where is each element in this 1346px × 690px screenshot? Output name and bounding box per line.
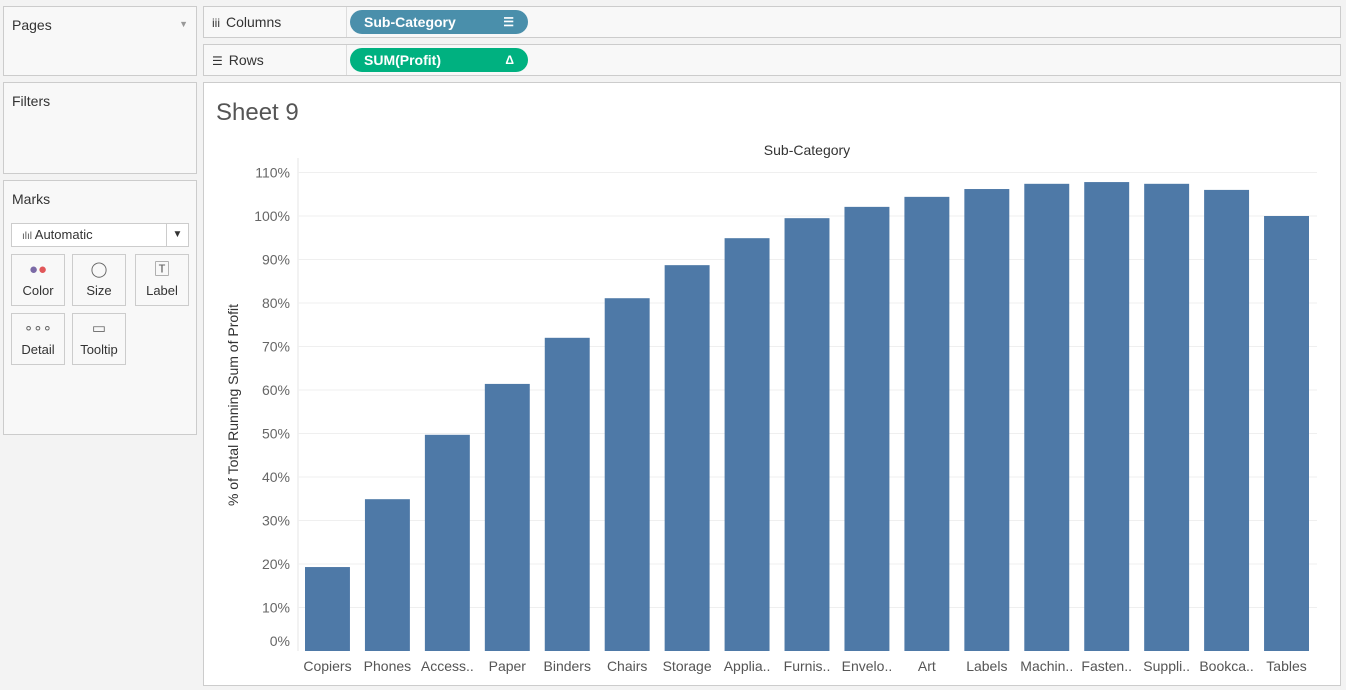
y-tick-label: 0% [270,633,290,649]
x-tick-label: Paper [489,658,527,674]
x-tick-label: Envelo.. [842,658,893,674]
x-tick-label: Chairs [607,658,647,674]
bar [544,337,590,651]
sort-icon: ☰ [503,15,514,29]
detail-label: Detail [21,342,55,357]
detail-icon: ∘∘∘ [23,320,53,337]
x-tick-label: Suppli.. [1143,658,1190,674]
y-tick-label: 70% [262,339,290,355]
y-tick-label: 30% [262,513,290,529]
sum-profit-pill[interactable]: SUM(Profit) Δ [350,48,528,72]
mark-type-dropdown[interactable]: ılıl Automatic ▼ [11,223,189,247]
x-tick-label: Art [918,658,936,674]
x-tick-label: Phones [364,658,411,674]
filters-card[interactable]: Filters [3,82,197,174]
mark-type-value: Automatic [34,227,93,242]
bar [1204,189,1250,651]
bar [724,238,770,651]
bar [484,383,530,651]
color-icon: ●● [28,261,48,278]
y-tick-label: 100% [254,208,290,224]
bar [1264,216,1309,651]
chevron-down-icon[interactable]: ▼ [179,19,188,29]
y-tick-label: 80% [262,295,290,311]
y-tick-label: 60% [262,382,290,398]
bar-chart: 0% 10% 20% 30% 40% 50% 60% 70% 80% 90% 100% 110% Sub… [225,142,1317,674]
x-tick-label: Access.. [421,658,474,674]
sheet-view: Sheet 9 0% 10% 20% 30% 40% 50% 60% 70% 80% 90% 100… [203,82,1341,686]
bar [1024,183,1070,651]
x-tick-label: Bookca.. [1199,658,1253,674]
table-calc-icon: Δ [505,53,514,67]
y-tick-label: 110% [255,165,290,181]
color-label: Color [22,283,54,298]
bar [424,434,470,651]
tooltip-label: Tooltip [80,342,118,357]
columns-shelf[interactable]: iii Columns Sub-Category ☰ [203,6,1341,38]
x-tick-label: Binders [544,658,591,674]
tooltip-button[interactable]: ▭ Tooltip [72,313,126,365]
detail-button[interactable]: ∘∘∘ Detail [11,313,65,365]
tooltip-icon: ▭ [91,320,107,337]
x-tick-label: Fasten.. [1081,658,1132,674]
bar [784,218,830,652]
marks-title: Marks [12,191,51,207]
x-tick-label: Labels [966,658,1007,674]
rows-label: ☰ Rows [204,45,347,75]
x-tick-label: Furnis.. [784,658,831,674]
marks-card: Marks ılıl Automatic ▼ ●● Color ◯ Size 🅃 Lab… [3,180,197,435]
rows-shelf[interactable]: ☰ Rows SUM(Profit) Δ [203,44,1341,76]
y-tick-label: 50% [262,426,290,442]
bar [604,298,650,651]
x-tick-label: Tables [1266,658,1306,674]
bar-chart-icon: ılıl [22,231,35,242]
pages-card: Pages ▼ [3,6,197,76]
bar [1144,183,1190,651]
bar [964,189,1010,651]
x-axis-title: Sub-Category [764,142,850,158]
label-label: Label [146,283,178,298]
bar [904,196,950,652]
filters-title: Filters [12,93,51,109]
label-button[interactable]: 🅃 Label [135,254,189,306]
y-tick-label: 20% [262,556,290,572]
bar [364,499,410,651]
bar [1084,182,1130,651]
bar [844,206,890,651]
columns-icon: iii [212,16,220,30]
columns-label: iii Columns [204,7,347,37]
rows-icon: ☰ [212,54,223,68]
label-icon: 🅃 [154,261,170,278]
y-axis-title: % of Total Running Sum of Profit [225,304,241,506]
size-icon: ◯ [90,261,108,278]
y-tick-label: 10% [262,600,290,616]
pill-text: Sub-Category [364,14,456,30]
pages-title: Pages [12,17,52,33]
color-button[interactable]: ●● Color [11,254,65,306]
size-button[interactable]: ◯ Size [72,254,126,306]
sheet-title: Sheet 9 [216,99,299,126]
pill-text: SUM(Profit) [364,52,441,68]
x-tick-label: Applia.. [724,658,771,674]
y-tick-label: 90% [262,252,290,268]
bar [305,567,350,651]
x-tick-label: Storage [663,658,712,674]
y-tick-label: 40% [262,469,290,485]
sub-category-pill[interactable]: Sub-Category ☰ [350,10,528,34]
chevron-down-icon: ▼ [166,224,188,246]
x-tick-label: Machin.. [1020,658,1073,674]
size-label: Size [86,283,112,298]
bar [664,265,710,651]
x-tick-label: Copiers [303,658,351,674]
